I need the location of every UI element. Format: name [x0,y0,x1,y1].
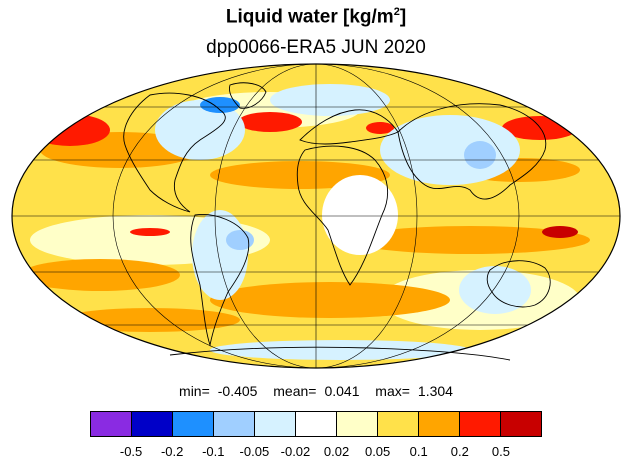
field-red [238,112,302,132]
colorbar-swatch [501,412,541,436]
field-orange [60,308,240,332]
stat-min-value: -0.405 [217,383,258,399]
field-blue [270,84,390,116]
coast-asia [397,103,547,200]
stat-max-value: 1.304 [417,383,453,399]
coastlines [123,82,551,361]
field-blue [464,141,496,169]
field-orange [210,282,450,318]
colorbar-swatch [460,412,501,436]
field-blue [155,100,245,160]
coast-antarctica [169,346,511,361]
stat-min-label: min= [179,383,210,399]
colorbar-tick-label: -0.05 [239,444,270,459]
colorbar-swatch [419,412,460,436]
map-title: Liquid water [kg/m2] [0,6,632,28]
field-red [130,228,170,236]
field-blue [226,230,254,250]
colorbar-tick-label: 0.02 [323,444,350,459]
field-red [366,122,394,134]
title-text: Liquid water [kg/m [225,6,394,28]
world-map [11,63,621,369]
coast-africa [296,145,389,286]
field-blue [459,266,531,314]
colorbar-swatch [173,412,214,436]
field-red [542,226,578,238]
title-close: ] [399,6,407,28]
colorbar-swatch [337,412,378,436]
coast-australia [486,260,551,308]
colorbar-swatch [378,412,419,436]
globe-outline [11,63,621,369]
meridian [112,64,520,368]
field-orange [350,226,590,254]
colorbar-tick-label: -0.1 [202,444,225,459]
stat-mean-label: mean= [273,383,317,399]
colorbar-swatch [214,412,255,436]
colorbar-tick-label: 0.1 [409,444,428,459]
coast-south-america [190,214,250,347]
colorbar-swatch [255,412,296,436]
field-blue [200,97,240,113]
colorbar [90,411,542,437]
colorbar-swatch [132,412,173,436]
colorbar-labels: -0.5 -0.2 -0.1 -0.05 -0.02 0.02 0.05 0.1 0.2 0.5 [0,444,632,462]
title-unit-exponent: 2 [393,6,400,18]
colorbar-tick-label: 0.05 [364,444,391,459]
field-orange [20,259,180,291]
coast-north-america [123,92,226,213]
field-red [30,114,110,146]
colorbar-tick-label: -0.02 [280,444,311,459]
field-blue [322,175,398,255]
stat-max-label: max= [375,383,410,399]
stats-line: min= -0.405 mean= 0.041 max= 1.304 [0,383,632,399]
colorbar-tick-label: -0.5 [119,444,143,459]
map-subtitle: dpp0066-ERA5 JUN 2020 [206,37,426,58]
colorbar-swatch [91,412,132,436]
colorbar-tick-label: -0.2 [160,444,184,459]
coast-greenland [229,82,267,109]
colorbar-swatch [296,412,337,436]
colorbar-tick-label: 0.5 [491,444,510,459]
colorbar-tick-label: 0.2 [450,444,469,459]
stat-mean-value: 0.041 [324,383,360,399]
